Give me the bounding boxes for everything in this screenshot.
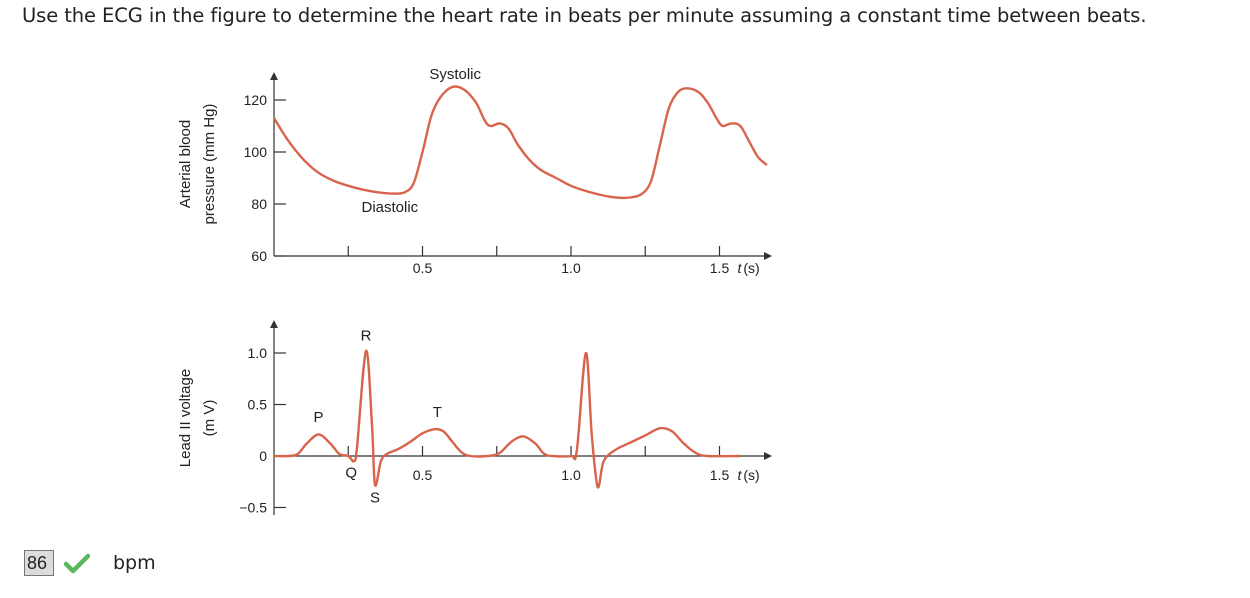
series-line: [272, 85, 768, 200]
y-axis-title-line2: pressure (mm Hg): [201, 104, 218, 225]
series-line: [273, 349, 741, 489]
y-axis-arrow: [270, 72, 278, 80]
y-axis-title-line1: Arterial blood: [177, 120, 194, 208]
y-tick-label: −0.5: [239, 500, 267, 516]
x-axis-arrow: [764, 452, 772, 460]
x-tick-label: 1.5: [710, 467, 730, 483]
wave-label-q: Q: [345, 465, 357, 482]
x-tick-label: 1.5: [710, 260, 730, 276]
wave-label-r: R: [361, 328, 372, 345]
y-tick-label: 120: [244, 92, 268, 108]
x-axis-title: t (s): [738, 260, 760, 276]
y-axis-arrow: [270, 320, 278, 328]
y-axis-title-line1: Lead II voltage: [177, 369, 194, 467]
y-axis-title-line2: (m V): [201, 400, 218, 437]
answer-input[interactable]: [24, 550, 54, 576]
x-tick-label: 0.5: [413, 467, 433, 483]
answer-row: bpm: [24, 546, 156, 580]
wave-label-t: T: [433, 404, 442, 421]
wave-label-p: P: [314, 409, 324, 426]
x-axis-title: t (s): [738, 467, 760, 483]
annotation-label: Systolic: [429, 66, 481, 83]
x-axis-arrow: [764, 252, 772, 260]
unit-label: bpm: [113, 552, 156, 574]
x-tick-label: 0.5: [413, 260, 433, 276]
wave-label-s: S: [370, 489, 380, 506]
check-icon: [63, 552, 91, 574]
y-tick-label: 60: [251, 248, 267, 264]
y-tick-label: 0: [259, 448, 267, 464]
y-tick-label: 1.0: [248, 345, 268, 361]
question-text: Use the ECG in the figure to determine t…: [22, 4, 1147, 27]
y-tick-label: 80: [251, 196, 267, 212]
annotation-label: Diastolic: [361, 199, 418, 216]
x-tick-label: 1.0: [561, 467, 581, 483]
ecg-chart: −0.5 0 0.5 1.0 0.5 1.0 1.5 t (s) Lead II voltage (…: [177, 320, 772, 516]
x-tick-label: 1.0: [561, 260, 581, 276]
y-tick-label: 100: [244, 144, 268, 160]
y-tick-label: 0.5: [248, 397, 268, 413]
blood-pressure-chart: 60 80 100 120 0.5 1.0 1.5 t (s) Arterial blood pre…: [177, 66, 772, 276]
